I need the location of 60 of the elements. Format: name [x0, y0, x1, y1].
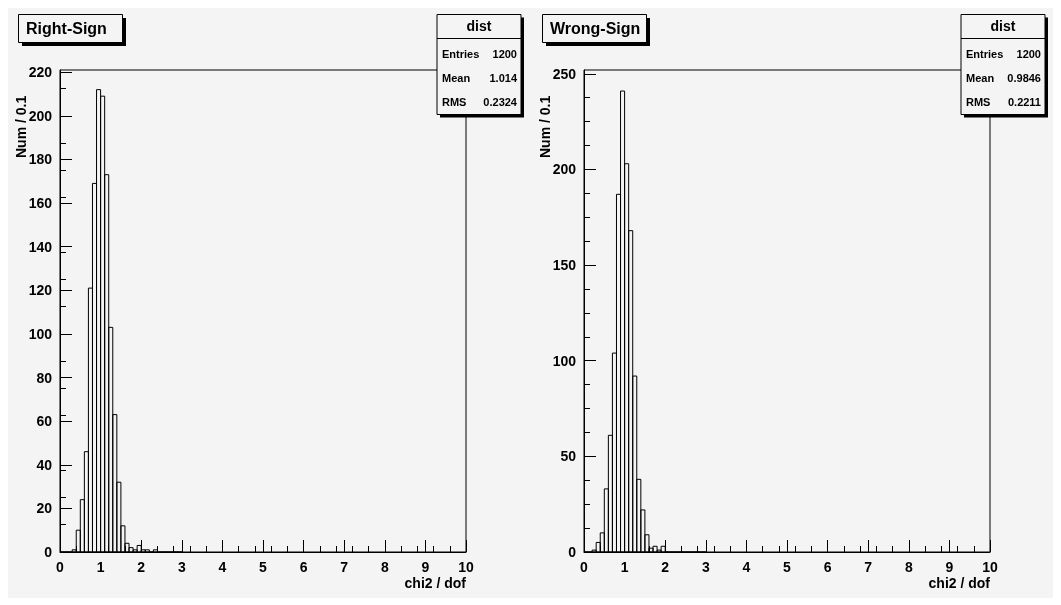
y-tick-label: 160 — [28, 195, 53, 212]
text: 1200 — [1016, 48, 1041, 60]
x-tick-label: 0 — [580, 559, 589, 575]
text: 0.9846 — [1007, 72, 1041, 84]
text: 1200 — [492, 48, 517, 60]
text: 1.014 — [489, 72, 518, 84]
y-tick-label: 100 — [28, 325, 53, 342]
annotation: Mean — [442, 72, 471, 84]
text: 0.2211 — [1007, 96, 1041, 108]
y-tick-label: 250 — [552, 65, 577, 82]
x-tick-label: 0 — [56, 559, 65, 575]
y-tick-label: 60 — [36, 413, 53, 430]
x-tick-label: 6 — [299, 559, 308, 575]
x-tick-label: 8 — [904, 559, 913, 575]
y-tick-label: 0 — [44, 544, 53, 560]
x-tick-label: 7 — [340, 559, 349, 575]
y-tick-label: 0 — [568, 544, 577, 560]
x-tick-label: 1 — [96, 559, 105, 575]
text: Entries — [966, 48, 1004, 60]
y-tick-label: 120 — [28, 282, 53, 299]
text: 0.2324 — [483, 96, 518, 108]
y-tick-label: 180 — [28, 151, 53, 168]
x-tick-label: 10 — [458, 559, 474, 575]
x-tick-label: 9 — [421, 559, 430, 575]
y-tick-label: 20 — [36, 500, 53, 517]
y-tick-label: 150 — [552, 257, 577, 274]
text: Entries — [442, 48, 480, 60]
y-tick-label: 80 — [36, 369, 53, 386]
x-tick-label: 6 — [823, 559, 832, 575]
annotation: Mean — [966, 72, 995, 84]
x-axis-title: chi2 / dof — [928, 575, 991, 591]
x-tick-label: 3 — [701, 559, 710, 575]
text: dist — [466, 17, 492, 34]
x-tick-label: 2 — [137, 559, 146, 575]
x-tick-label: 9 — [945, 559, 954, 575]
x-tick-label: 1 — [620, 559, 629, 575]
y-tick-label: 50 — [560, 448, 577, 465]
x-tick-label: 4 — [218, 559, 227, 575]
y-axis-title: Num / 0.1 — [13, 95, 29, 158]
x-tick-label: 4 — [742, 559, 751, 575]
x-tick-label: 3 — [177, 559, 186, 575]
x-tick-label: 5 — [783, 559, 792, 575]
x-tick-label: 7 — [864, 559, 873, 575]
y-tick-label: 40 — [36, 456, 53, 473]
annotation: RMS — [966, 96, 991, 108]
y-axis-title: Num / 0.1 — [537, 95, 553, 158]
y-tick-label: 200 — [28, 107, 53, 124]
text: dist — [990, 17, 1016, 34]
y-tick-label: 200 — [552, 161, 577, 178]
x-tick-label: 8 — [380, 559, 389, 575]
y-tick-label: 220 — [28, 64, 53, 81]
chart-title: Wrong-Sign — [550, 19, 641, 37]
x-tick-label: 5 — [259, 559, 268, 575]
x-axis-title: chi2 / dof — [404, 575, 467, 591]
y-tick-label: 100 — [552, 352, 577, 369]
y-tick-label: 140 — [28, 238, 53, 255]
x-tick-label: 2 — [661, 559, 670, 575]
annotation: RMS — [442, 96, 467, 108]
chart-title: Right-Sign — [26, 19, 107, 37]
x-tick-label: 10 — [982, 559, 998, 575]
